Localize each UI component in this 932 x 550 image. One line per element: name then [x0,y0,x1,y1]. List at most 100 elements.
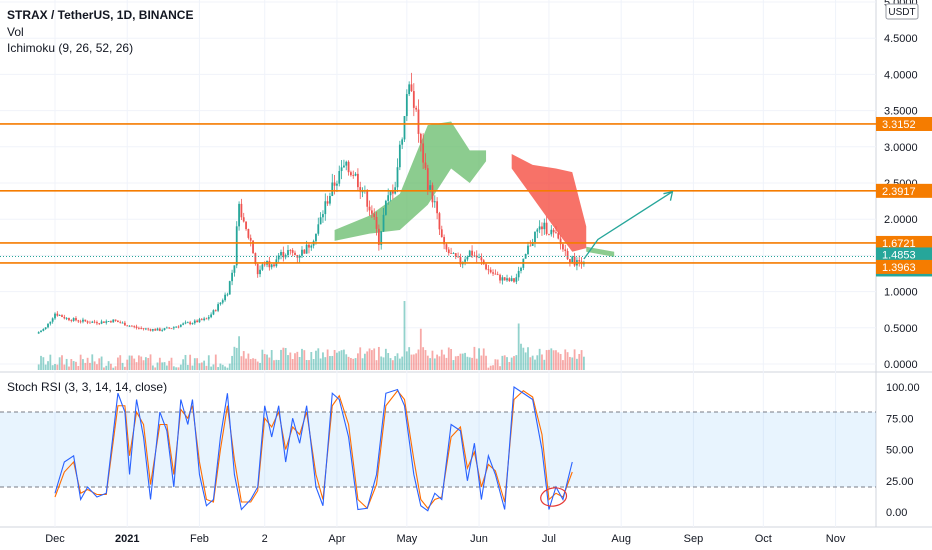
volume-bar [457,355,459,370]
candle-body [555,232,557,234]
candle-body [459,257,462,265]
candle-body [137,327,140,329]
time-axis-label: Jul [542,533,556,545]
candle-body [384,200,387,215]
volume-bar [545,350,548,370]
volume-bar [137,355,140,370]
candle-body [156,328,159,331]
rsi-tick-label: 75.00 [886,413,914,425]
volume-bar [68,366,70,370]
stoch-rsi-d-line [54,389,573,510]
volume-bar [112,367,115,370]
volume-bar [310,352,313,370]
candle-body [240,203,243,218]
volume-bar [496,359,499,370]
candle-body [191,323,194,325]
candle-body [44,327,47,329]
candle-body [368,206,371,211]
volume-bar [191,365,194,370]
volume-bar [475,358,478,370]
volume-bar [61,355,63,370]
candle-body [506,278,508,281]
volume-bar [247,353,250,370]
volume-bar [443,354,446,370]
candle-body [42,328,45,331]
volume-bar [165,365,168,370]
candle-body [61,315,63,317]
candle-body [564,249,567,252]
price-tick-label: 2.0000 [884,214,918,226]
volume-bar [42,357,45,370]
volume-bar [438,356,441,370]
volume-bar [103,367,105,370]
volume-bar [93,361,96,370]
candle-body [391,191,394,194]
volume-bar [75,361,77,370]
candle-body [401,139,404,145]
volume-bar [184,354,187,370]
volume-bar [182,359,185,370]
candle-body [287,250,289,256]
candle-body [231,272,233,282]
candle-body [529,245,532,247]
candle-body [569,259,571,263]
volume-bar [86,357,89,370]
candle-body [263,264,266,266]
candle-body [562,244,564,250]
volume-bar [261,349,264,370]
volume-bar [228,363,231,370]
stoch-rsi-label: Stoch RSI (3, 3, 14, 14, close) [7,380,168,394]
volume-bar [564,349,567,370]
symbol-title: STRAX / TetherUS, 1D, BINANCE [7,8,194,22]
candle-body [294,252,296,255]
candle-body [343,165,345,168]
volume-bar [387,353,390,370]
volume-bar [573,349,576,370]
volume-bar [329,356,331,370]
volume-bar [294,353,296,370]
candle-body [298,255,301,258]
volume-bar [331,355,334,370]
candle-body [147,328,150,330]
volume-bar [529,357,532,370]
candle-body [168,327,171,329]
price-badge-box [876,183,932,198]
volume-bar [114,366,117,370]
volume-bar [366,351,369,370]
candle-body [480,257,483,261]
volume-bar [347,356,350,370]
candle-body [133,326,136,328]
candle-body [79,321,82,323]
candle-body [249,237,252,241]
volume-indicator-label: Vol [7,25,24,39]
volume-bar [308,360,310,370]
candle-body [238,203,240,227]
projection-arrow [583,191,673,260]
volume-bar [224,366,226,370]
candle-body [426,168,429,190]
candle-body [245,221,247,230]
volume-bar [289,352,292,370]
price-badge: 2.3917 [882,186,916,198]
volume-bar [466,356,469,370]
price-badge-box [876,247,932,262]
candle-body [233,265,236,273]
candle-body [447,249,450,254]
volume-bar [303,350,306,370]
candle-body [210,314,213,318]
candle-body [165,327,168,329]
price-tick-label: 4.0000 [884,69,918,81]
candle-body [189,322,192,325]
candle-body [214,310,217,312]
volume-bar [40,355,42,370]
candle-body [203,318,206,321]
volume-bar [559,353,562,370]
volume-bar [233,346,236,370]
candle-body [200,319,203,321]
volume-bar [440,349,443,370]
volume-bar [282,347,285,370]
projection-arrowhead [663,190,674,201]
candle-body [77,320,80,322]
volume-bar [217,367,219,370]
